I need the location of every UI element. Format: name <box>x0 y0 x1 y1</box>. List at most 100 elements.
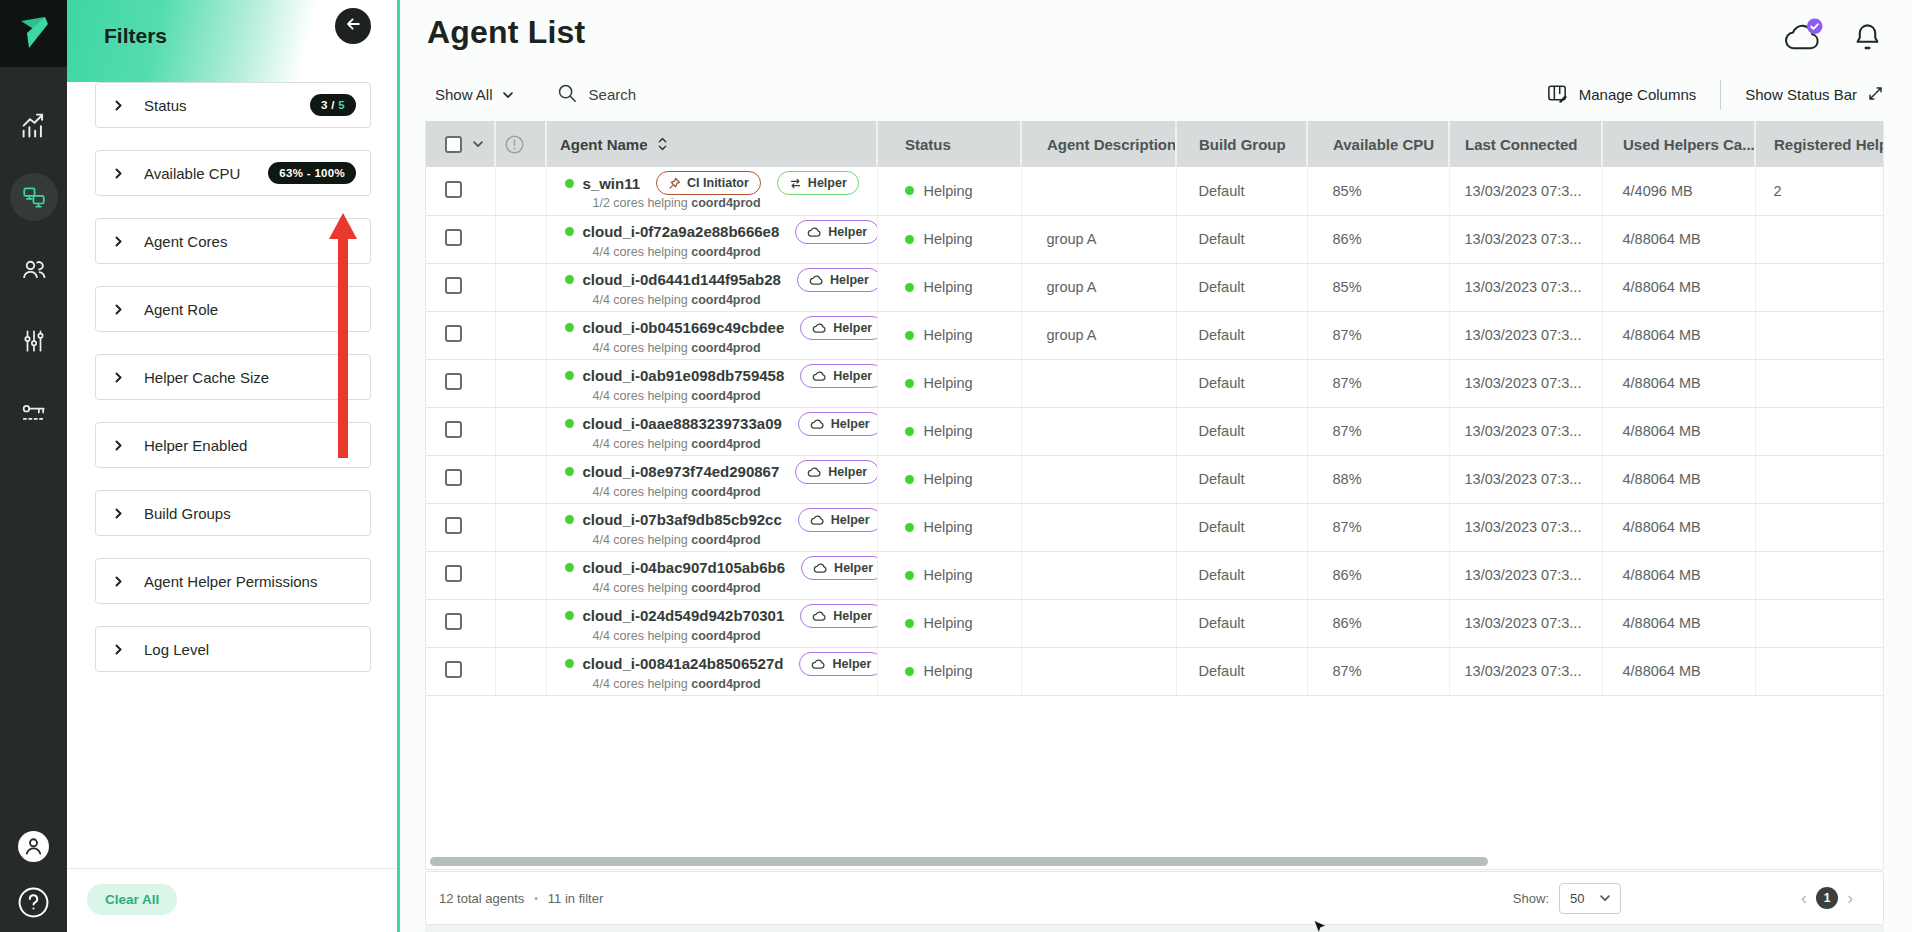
sidebar-item-help[interactable] <box>17 885 51 919</box>
agent-name-cell: cloud_i-00841a24b8506527dHelper4/4 cores… <box>546 647 877 695</box>
sidebar-item-user-avatar[interactable] <box>17 829 51 863</box>
collapse-filters-button[interactable] <box>335 8 371 44</box>
available-cpu-cell: 87% <box>1307 311 1449 359</box>
row-checkbox[interactable] <box>445 565 462 582</box>
helper-cloud-badge: Helper <box>795 220 877 244</box>
sort-icon[interactable] <box>657 136 668 152</box>
manage-columns-button[interactable]: Manage Columns <box>1546 82 1697 108</box>
cloud-sync-icon[interactable] <box>1782 18 1825 55</box>
filter-item-agent-role[interactable]: Agent Role <box>95 286 371 332</box>
agent-online-dot <box>565 323 574 332</box>
scrollbar-thumb[interactable] <box>430 857 1488 866</box>
agent-name-cell: s_win11CI InitiatorHelper1/2 cores helpi… <box>546 167 877 215</box>
row-checkbox[interactable] <box>445 469 462 486</box>
used-helpers-cell: 4/88064 MB <box>1602 215 1755 263</box>
table-row[interactable]: s_win11CI InitiatorHelper1/2 cores helpi… <box>426 167 1883 215</box>
search-input[interactable] <box>589 86 809 103</box>
filter-item-helper-enabled[interactable]: Helper Enabled <box>95 422 371 468</box>
row-checkbox[interactable] <box>445 229 462 246</box>
table-row[interactable]: cloud_i-00841a24b8506527dHelper4/4 cores… <box>426 647 1883 695</box>
row-checkbox[interactable] <box>445 181 462 198</box>
filter-item-agent-cores[interactable]: Agent Cores <box>95 218 371 264</box>
description-cell <box>1021 359 1176 407</box>
agent-online-dot <box>565 563 574 572</box>
column-header-registered-helpers[interactable]: Registered Helpe.. <box>1755 121 1883 167</box>
sidebar-item-license-key[interactable] <box>10 389 58 437</box>
swap-arrows-icon <box>789 177 802 190</box>
row-checkbox[interactable] <box>445 517 462 534</box>
filter-item-helper-cache-size[interactable]: Helper Cache Size <box>95 354 371 400</box>
table-row[interactable]: cloud_i-04bac907d105ab6b6Helper4/4 cores… <box>426 551 1883 599</box>
chevron-right-icon <box>112 99 125 112</box>
sidebar-item-agents[interactable] <box>10 173 58 221</box>
notifications-bell-icon[interactable] <box>1853 21 1882 52</box>
agent-online-dot <box>565 227 574 236</box>
table-row[interactable]: cloud_i-0ab91e098db759458Helper4/4 cores… <box>426 359 1883 407</box>
horizontal-scrollbar[interactable] <box>426 855 1883 869</box>
helper-cloud-badge: Helper <box>795 460 877 484</box>
table-row[interactable]: cloud_i-0b0451669c49cbdeeHelper4/4 cores… <box>426 311 1883 359</box>
used-helpers-cell: 4/88064 MB <box>1602 647 1755 695</box>
brand-logo[interactable] <box>0 0 67 67</box>
helper-cloud-badge: Helper <box>799 652 877 676</box>
row-checkbox[interactable] <box>445 421 462 438</box>
filter-item-status[interactable]: Status3 / 5 <box>95 82 371 128</box>
column-header-available-cpu[interactable]: Available CPU <box>1307 121 1449 167</box>
row-checkbox[interactable] <box>445 661 462 678</box>
row-checkbox[interactable] <box>445 373 462 390</box>
agent-name-cell: cloud_i-0aae8883239733a09Helper4/4 cores… <box>546 407 877 455</box>
registered-helpers-cell <box>1755 215 1883 263</box>
row-warning-cell <box>495 359 546 407</box>
filter-item-log-level[interactable]: Log Level <box>95 626 371 672</box>
toolbar-separator <box>1720 80 1721 110</box>
helper-cloud-badge: Helper <box>798 508 877 532</box>
current-page-button[interactable]: 1 <box>1816 887 1838 909</box>
cloud-icon <box>812 322 827 334</box>
column-header-agent-name[interactable]: Agent Name <box>560 136 648 153</box>
column-header-build-group[interactable]: Build Group <box>1176 121 1307 167</box>
available-cpu-cell: 87% <box>1307 359 1449 407</box>
table-row[interactable]: cloud_i-0d6441d144f95ab28Helper4/4 cores… <box>426 263 1883 311</box>
show-status-bar-button[interactable]: Show Status Bar <box>1745 85 1884 105</box>
page-size-select[interactable]: 50 <box>1559 883 1621 914</box>
clear-all-button[interactable]: Clear All <box>87 884 177 915</box>
prev-page-button[interactable]: ‹ <box>1801 889 1807 907</box>
sidebar-item-settings-sliders[interactable] <box>10 317 58 365</box>
table-row[interactable]: cloud_i-08e973f74ed290867Helper4/4 cores… <box>426 455 1883 503</box>
agent-table-panel: Agent Name Status Agent Description Buil… <box>425 121 1884 870</box>
filter-item-agent-helper-permissions[interactable]: Agent Helper Permissions <box>95 558 371 604</box>
row-checkbox[interactable] <box>445 613 462 630</box>
row-checkbox[interactable] <box>445 277 462 294</box>
select-all-checkbox[interactable] <box>445 136 462 153</box>
available-cpu-cell: 87% <box>1307 503 1449 551</box>
sidebar-item-users[interactable] <box>10 245 58 293</box>
used-helpers-cell: 4/88064 MB <box>1602 407 1755 455</box>
status-cell: Helping <box>877 407 1021 455</box>
sidebar-nav-bottom <box>0 829 67 932</box>
column-header-last-connected[interactable]: Last Connected <box>1449 121 1602 167</box>
table-row[interactable]: cloud_i-07b3af9db85cb92ccHelper4/4 cores… <box>426 503 1883 551</box>
show-all-dropdown[interactable]: Show All <box>435 86 515 103</box>
table-row[interactable]: cloud_i-0f72a9a2e88b666e8Helper4/4 cores… <box>426 215 1883 263</box>
row-checkbox[interactable] <box>445 325 462 342</box>
filter-item-available-cpu[interactable]: Available CPU63% - 100% <box>95 150 371 196</box>
column-header-status[interactable]: Status <box>877 121 1021 167</box>
helper-cloud-badge: Helper <box>800 604 877 628</box>
row-warning-cell <box>495 455 546 503</box>
table-toolbar: Show All Manage Columns Show Status Bar <box>400 70 1912 121</box>
chevron-down-icon[interactable] <box>471 137 485 151</box>
next-page-button[interactable]: › <box>1847 889 1853 907</box>
agent-online-dot <box>565 467 574 476</box>
last-connected-cell: 13/03/2023 07:3... <box>1449 551 1602 599</box>
column-header-used-helpers[interactable]: Used Helpers Ca... <box>1602 121 1755 167</box>
filter-item-build-groups[interactable]: Build Groups <box>95 490 371 536</box>
sidebar-item-analytics-chart[interactable] <box>10 101 58 149</box>
agent-online-dot <box>565 515 574 524</box>
chevron-right-icon <box>112 643 125 656</box>
table-row[interactable]: cloud_i-0aae8883239733a09Helper4/4 cores… <box>426 407 1883 455</box>
table-row[interactable]: cloud_i-024d549d942b70301Helper4/4 cores… <box>426 599 1883 647</box>
build-group-cell: Default <box>1176 311 1307 359</box>
available-cpu-cell: 86% <box>1307 599 1449 647</box>
agent-name-cell: cloud_i-08e973f74ed290867Helper4/4 cores… <box>546 455 877 503</box>
column-header-description[interactable]: Agent Description <box>1021 121 1176 167</box>
